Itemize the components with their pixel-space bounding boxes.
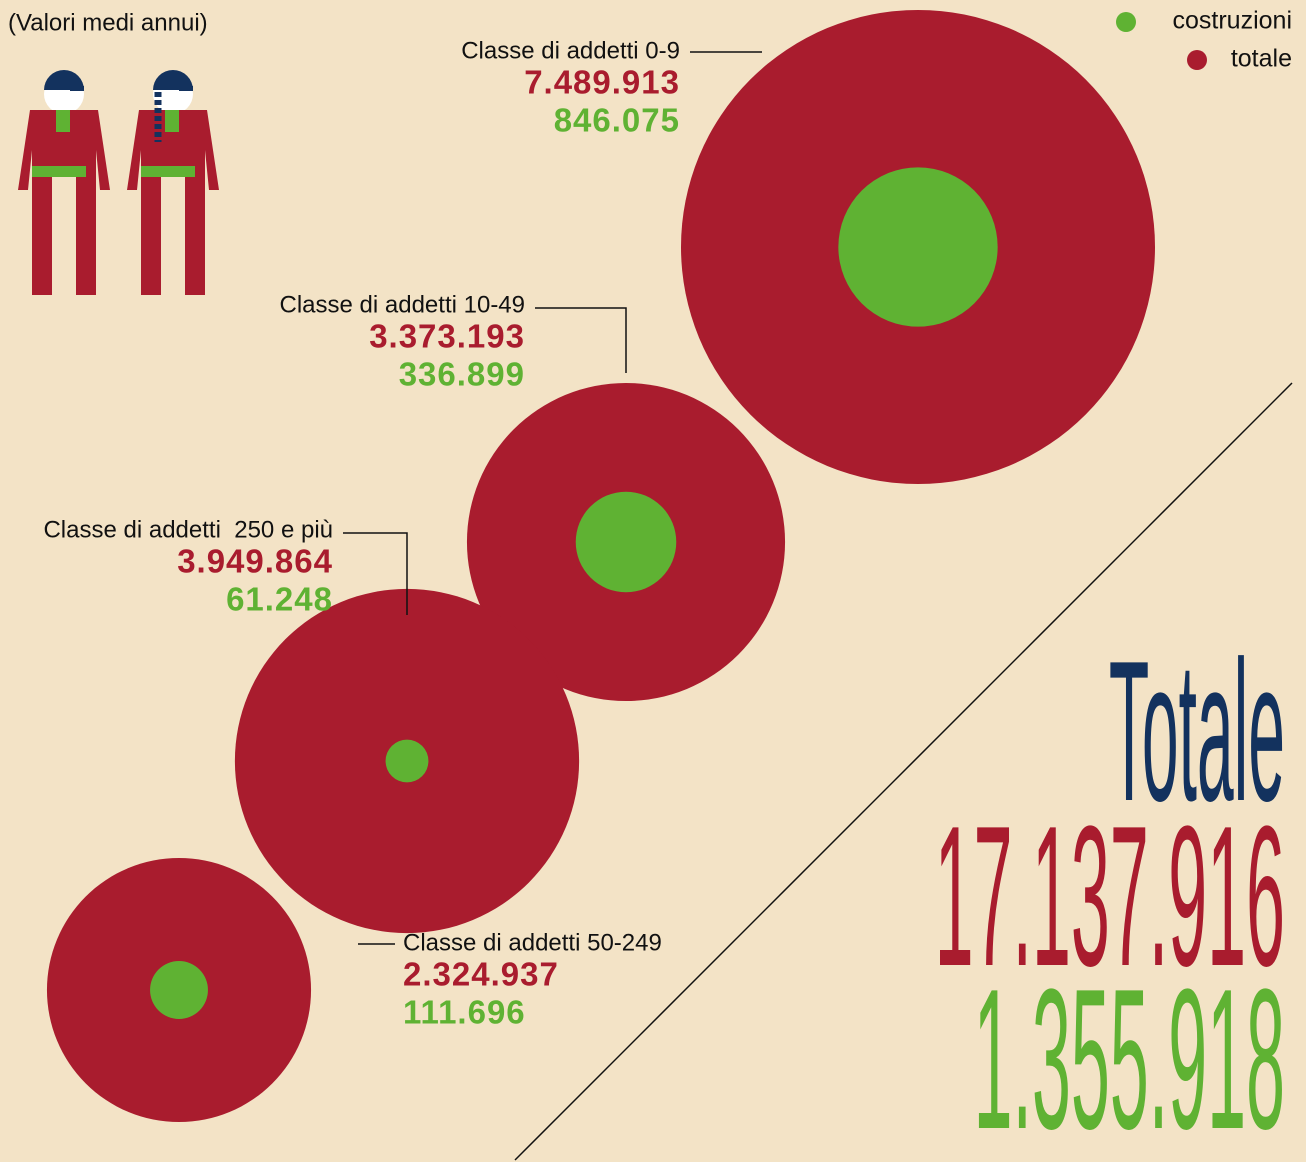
total-value: 17.137.916	[935, 783, 1285, 1007]
legend-swatch	[1116, 12, 1136, 32]
leader-line	[535, 307, 627, 373]
value-label: 2.324.937	[403, 956, 559, 993]
legend-swatch	[1187, 50, 1207, 70]
construction-bubble	[385, 739, 429, 783]
value-label: 111.696	[403, 994, 526, 1031]
category-label: Classe di addetti 250 e più	[43, 516, 333, 543]
value-label: 336.899	[399, 356, 525, 393]
subtitle: (Valori medi annui)	[8, 9, 208, 36]
leader-line	[343, 532, 408, 615]
value-label: 846.075	[554, 102, 680, 139]
workers-icon	[18, 70, 219, 295]
construction-bubble	[150, 961, 208, 1019]
value-label: 61.248	[226, 581, 333, 618]
value-label: 3.373.193	[369, 318, 525, 355]
value-label: 7.489.913	[524, 64, 680, 101]
legend-label: totale	[1231, 45, 1292, 73]
legend-label: costruzioni	[1173, 7, 1293, 35]
divider	[514, 382, 1293, 1161]
category-label: Classe di addetti 0-9	[461, 37, 680, 64]
total-title: Totale	[1109, 619, 1285, 843]
total-value: 1.355.918	[974, 946, 1285, 1162]
value-label: 3.949.864	[177, 543, 333, 580]
category-label: Classe di addetti 10-49	[280, 291, 525, 318]
construction-bubble	[838, 167, 998, 327]
category-label: Classe di addetti 50-249	[403, 929, 662, 956]
construction-bubble	[575, 491, 677, 593]
